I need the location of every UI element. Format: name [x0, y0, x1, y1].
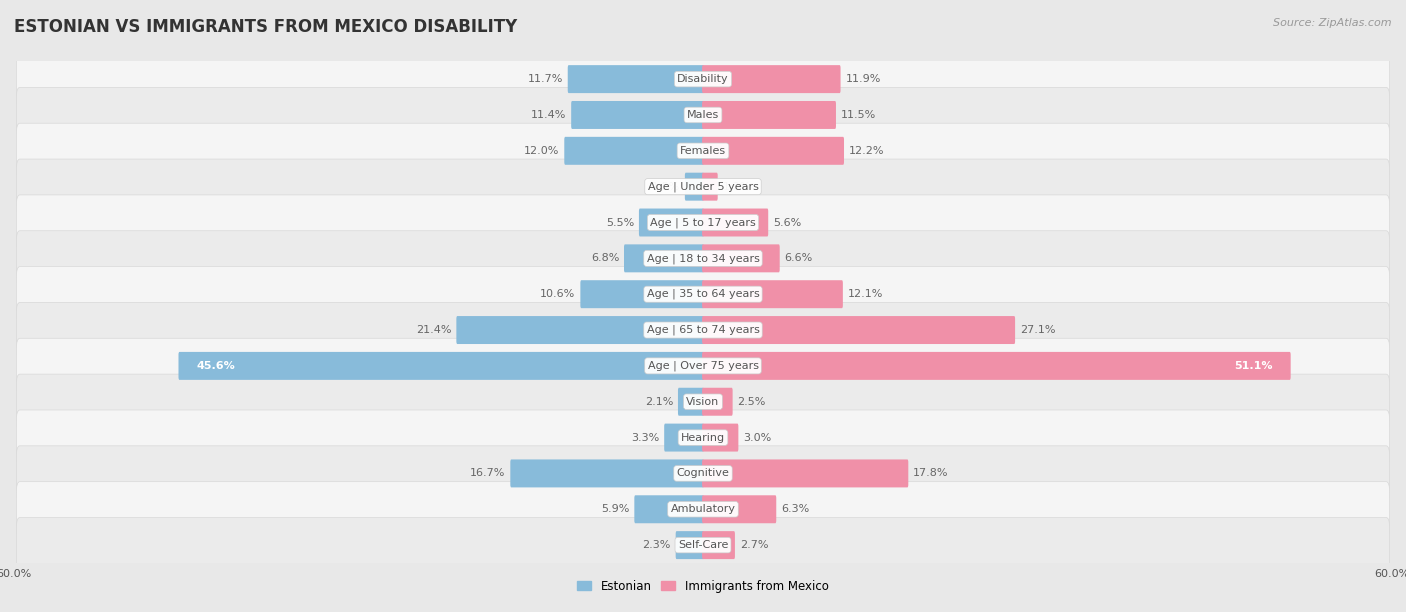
- FancyBboxPatch shape: [624, 244, 704, 272]
- Text: 5.6%: 5.6%: [773, 217, 801, 228]
- FancyBboxPatch shape: [17, 482, 1389, 537]
- Text: Cognitive: Cognitive: [676, 468, 730, 479]
- Text: 2.7%: 2.7%: [740, 540, 768, 550]
- FancyBboxPatch shape: [17, 267, 1389, 322]
- FancyBboxPatch shape: [702, 173, 717, 201]
- FancyBboxPatch shape: [179, 352, 704, 380]
- FancyBboxPatch shape: [17, 518, 1389, 573]
- Text: Hearing: Hearing: [681, 433, 725, 442]
- FancyBboxPatch shape: [17, 159, 1389, 214]
- Text: 2.3%: 2.3%: [643, 540, 671, 550]
- Text: 17.8%: 17.8%: [912, 468, 949, 479]
- Legend: Estonian, Immigrants from Mexico: Estonian, Immigrants from Mexico: [572, 575, 834, 597]
- Text: 11.9%: 11.9%: [845, 74, 880, 84]
- Text: 10.6%: 10.6%: [540, 289, 575, 299]
- FancyBboxPatch shape: [685, 173, 704, 201]
- Text: Self-Care: Self-Care: [678, 540, 728, 550]
- FancyBboxPatch shape: [510, 460, 704, 487]
- FancyBboxPatch shape: [702, 531, 735, 559]
- Text: 6.3%: 6.3%: [782, 504, 810, 514]
- FancyBboxPatch shape: [702, 316, 1015, 344]
- FancyBboxPatch shape: [678, 388, 704, 416]
- Text: 3.3%: 3.3%: [631, 433, 659, 442]
- Text: Age | 5 to 17 years: Age | 5 to 17 years: [650, 217, 756, 228]
- FancyBboxPatch shape: [17, 195, 1389, 250]
- FancyBboxPatch shape: [17, 123, 1389, 179]
- Text: 11.7%: 11.7%: [527, 74, 562, 84]
- FancyBboxPatch shape: [17, 338, 1389, 394]
- FancyBboxPatch shape: [702, 209, 768, 236]
- Text: Males: Males: [688, 110, 718, 120]
- FancyBboxPatch shape: [564, 137, 704, 165]
- Text: 12.0%: 12.0%: [524, 146, 560, 156]
- Text: 11.5%: 11.5%: [841, 110, 876, 120]
- Text: Disability: Disability: [678, 74, 728, 84]
- FancyBboxPatch shape: [17, 446, 1389, 501]
- FancyBboxPatch shape: [702, 352, 1291, 380]
- FancyBboxPatch shape: [702, 280, 842, 308]
- Text: 6.8%: 6.8%: [591, 253, 619, 263]
- Text: 2.1%: 2.1%: [645, 397, 673, 407]
- FancyBboxPatch shape: [568, 65, 704, 93]
- Text: 5.5%: 5.5%: [606, 217, 634, 228]
- Text: 12.1%: 12.1%: [848, 289, 883, 299]
- FancyBboxPatch shape: [702, 460, 908, 487]
- Text: 1.5%: 1.5%: [652, 182, 681, 192]
- FancyBboxPatch shape: [17, 51, 1389, 106]
- FancyBboxPatch shape: [17, 374, 1389, 430]
- FancyBboxPatch shape: [702, 388, 733, 416]
- Text: Age | 18 to 34 years: Age | 18 to 34 years: [647, 253, 759, 264]
- FancyBboxPatch shape: [17, 231, 1389, 286]
- Text: 6.6%: 6.6%: [785, 253, 813, 263]
- FancyBboxPatch shape: [702, 244, 780, 272]
- Text: 27.1%: 27.1%: [1019, 325, 1056, 335]
- FancyBboxPatch shape: [664, 424, 704, 452]
- FancyBboxPatch shape: [571, 101, 704, 129]
- Text: 2.5%: 2.5%: [738, 397, 766, 407]
- FancyBboxPatch shape: [17, 88, 1389, 143]
- Text: ESTONIAN VS IMMIGRANTS FROM MEXICO DISABILITY: ESTONIAN VS IMMIGRANTS FROM MEXICO DISAB…: [14, 18, 517, 36]
- Text: Ambulatory: Ambulatory: [671, 504, 735, 514]
- FancyBboxPatch shape: [457, 316, 704, 344]
- Text: Age | 35 to 64 years: Age | 35 to 64 years: [647, 289, 759, 299]
- Text: 1.2%: 1.2%: [723, 182, 751, 192]
- Text: 51.1%: 51.1%: [1234, 361, 1272, 371]
- Text: 21.4%: 21.4%: [416, 325, 451, 335]
- Text: 12.2%: 12.2%: [849, 146, 884, 156]
- FancyBboxPatch shape: [702, 495, 776, 523]
- FancyBboxPatch shape: [634, 495, 704, 523]
- FancyBboxPatch shape: [702, 101, 837, 129]
- Text: Age | Over 75 years: Age | Over 75 years: [648, 360, 758, 371]
- Text: Females: Females: [681, 146, 725, 156]
- Text: Source: ZipAtlas.com: Source: ZipAtlas.com: [1274, 18, 1392, 28]
- FancyBboxPatch shape: [676, 531, 704, 559]
- Text: 45.6%: 45.6%: [197, 361, 235, 371]
- Text: Age | 65 to 74 years: Age | 65 to 74 years: [647, 325, 759, 335]
- Text: 11.4%: 11.4%: [531, 110, 567, 120]
- FancyBboxPatch shape: [702, 65, 841, 93]
- FancyBboxPatch shape: [638, 209, 704, 236]
- FancyBboxPatch shape: [702, 137, 844, 165]
- Text: Vision: Vision: [686, 397, 720, 407]
- FancyBboxPatch shape: [17, 302, 1389, 357]
- Text: 5.9%: 5.9%: [602, 504, 630, 514]
- FancyBboxPatch shape: [581, 280, 704, 308]
- Text: 16.7%: 16.7%: [470, 468, 506, 479]
- Text: 3.0%: 3.0%: [744, 433, 772, 442]
- Text: Age | Under 5 years: Age | Under 5 years: [648, 181, 758, 192]
- FancyBboxPatch shape: [17, 410, 1389, 465]
- FancyBboxPatch shape: [702, 424, 738, 452]
